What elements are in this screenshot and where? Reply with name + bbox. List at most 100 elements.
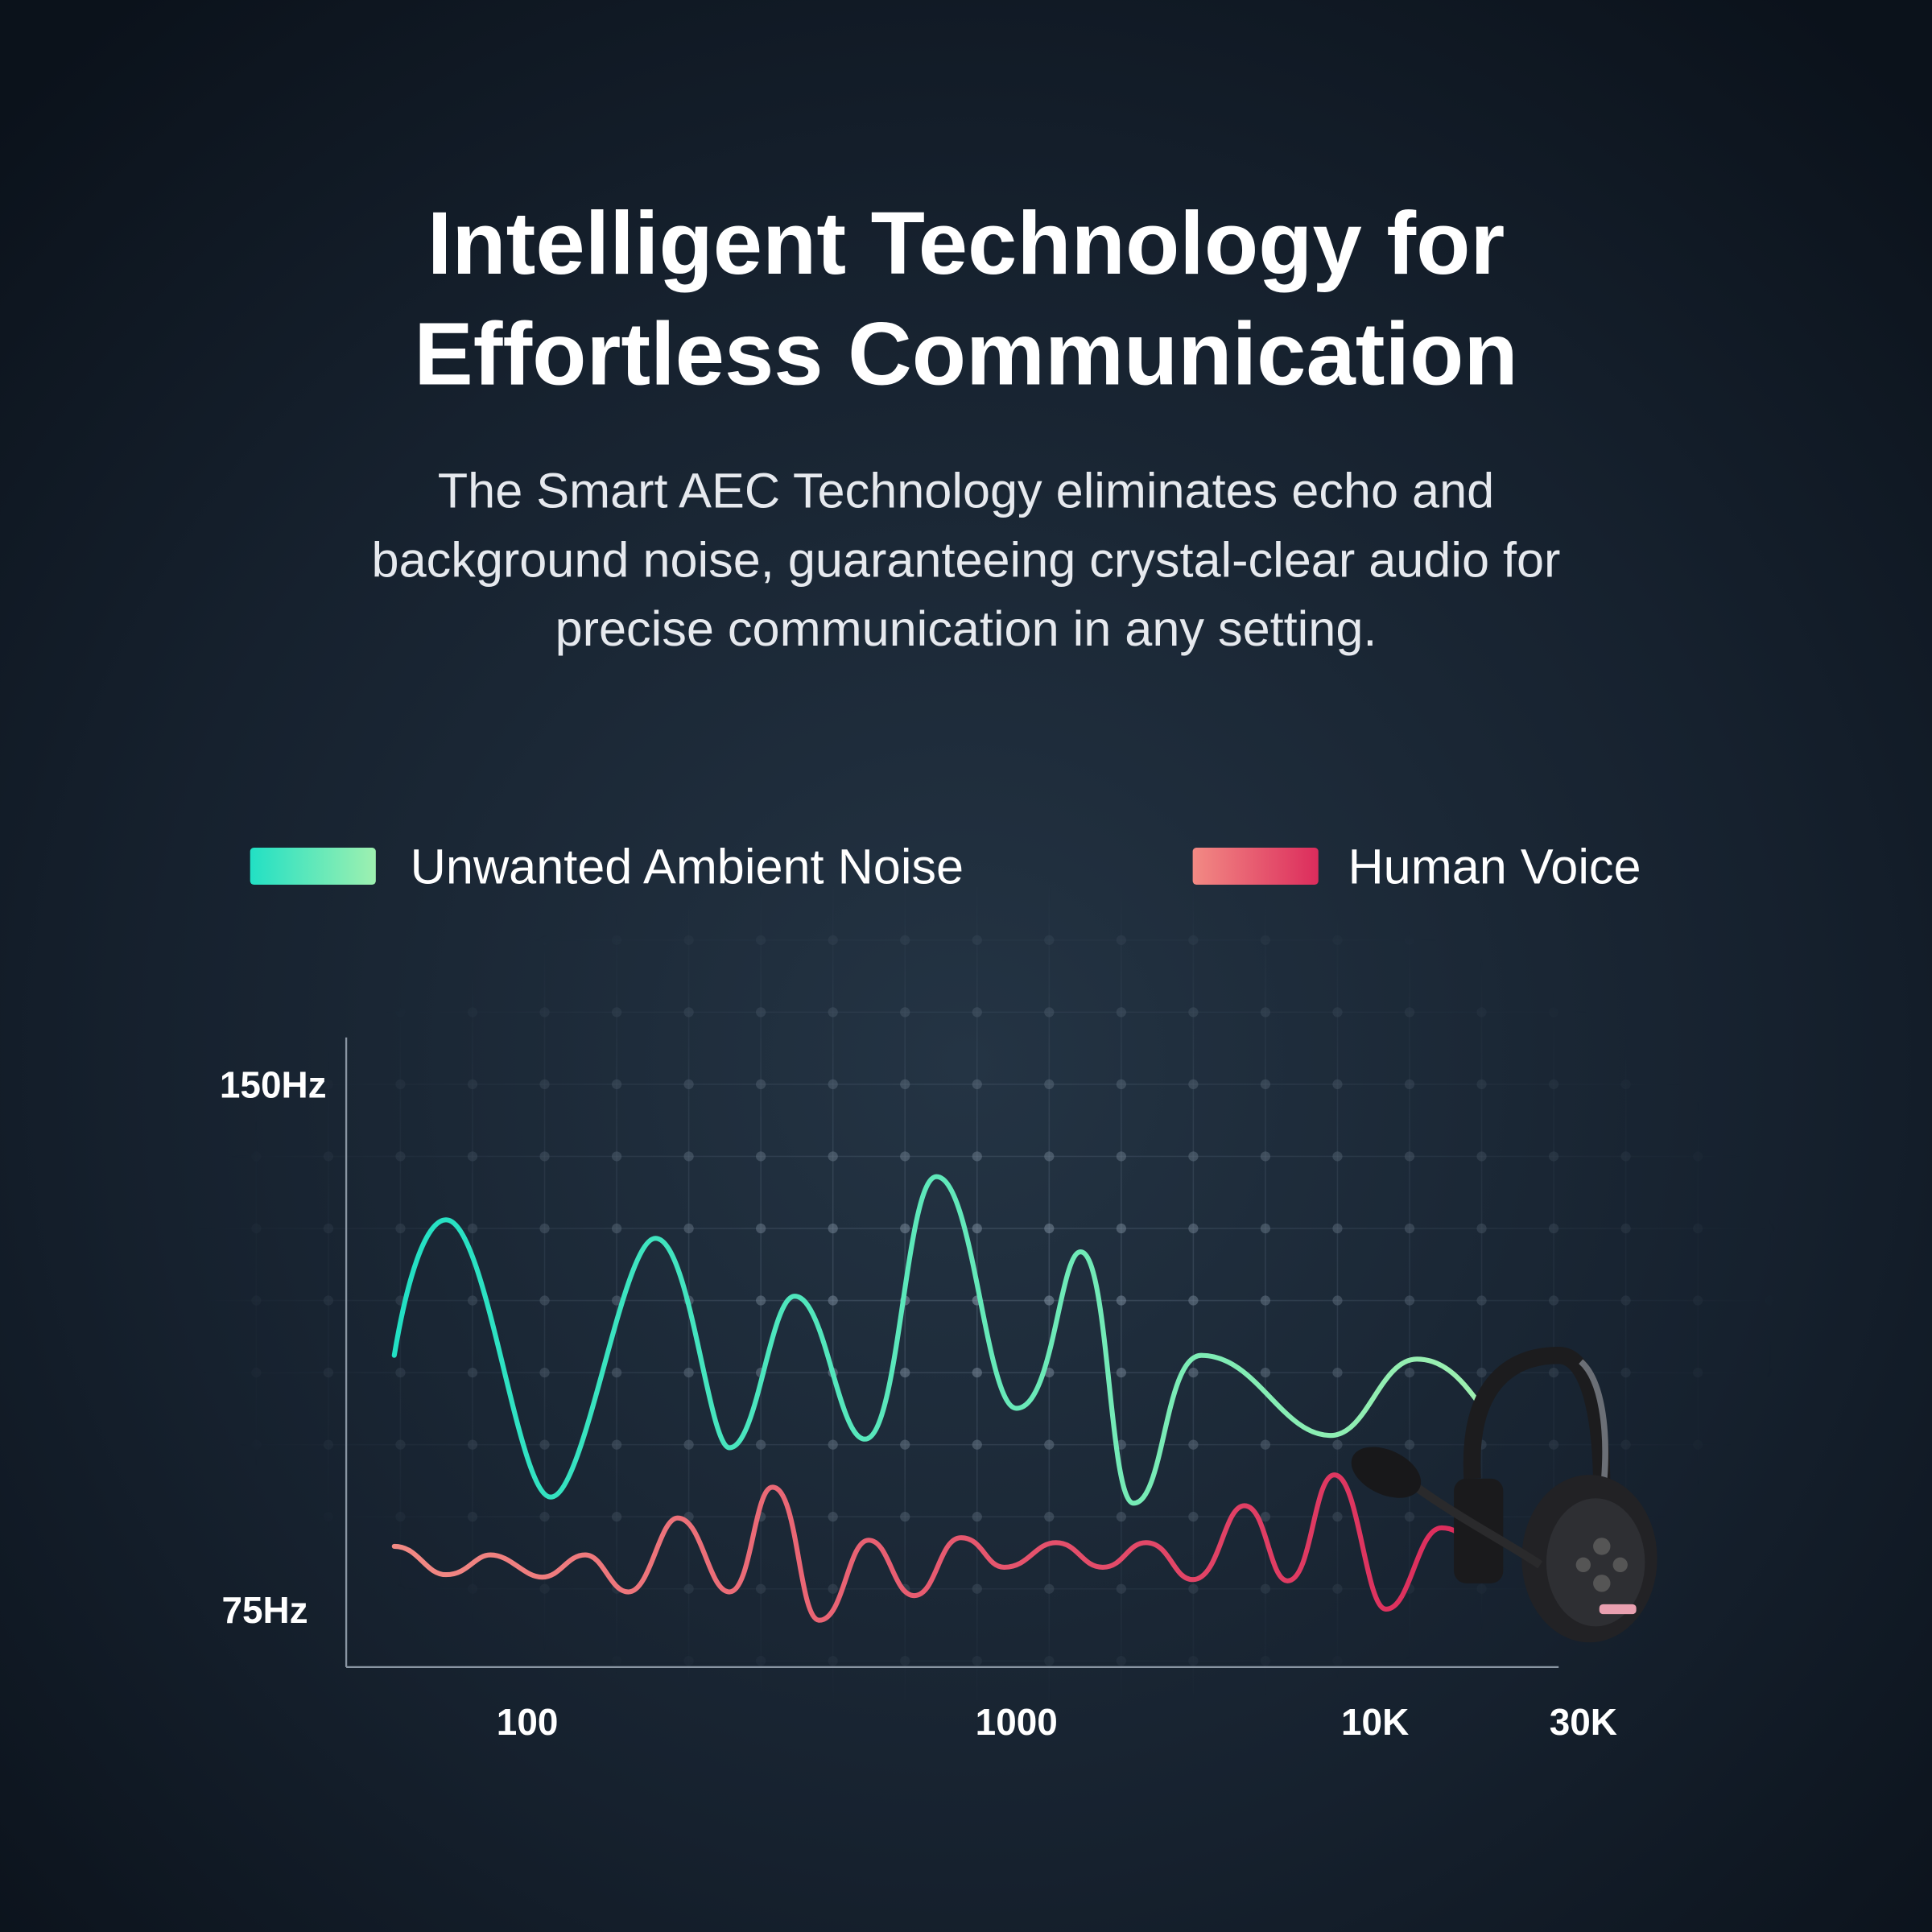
grid-dot <box>900 1439 910 1450</box>
grid-dot <box>395 1656 406 1666</box>
grid-dot <box>1116 935 1126 945</box>
grid-dot <box>1765 1079 1775 1090</box>
grid-dot <box>1476 1223 1487 1234</box>
grid-dot <box>756 935 766 945</box>
grid-dot <box>1476 1367 1487 1378</box>
grid-dot <box>1044 1367 1055 1378</box>
grid-dot <box>683 1079 694 1090</box>
grid-dot <box>1693 1439 1703 1450</box>
x-axis-label: 10K <box>1341 1701 1409 1743</box>
grid-dot <box>683 1439 694 1450</box>
grid-dot <box>1765 1223 1775 1234</box>
grid-dot <box>972 1367 982 1378</box>
grid-dot <box>828 1223 838 1234</box>
grid-dot <box>395 1583 406 1594</box>
grid-dot <box>1548 1367 1559 1378</box>
grid-dot <box>1116 1223 1126 1234</box>
grid-dot <box>1548 1656 1559 1666</box>
legend-swatch <box>1192 848 1319 885</box>
grid-dot <box>972 1512 982 1522</box>
grid-dot <box>828 1151 838 1162</box>
grid-dot <box>1404 1151 1415 1162</box>
grid-dot <box>756 1007 766 1018</box>
grid-dot <box>972 1656 982 1666</box>
grid-dot <box>251 1295 262 1306</box>
grid-dot <box>683 1007 694 1018</box>
grid-dot <box>539 1439 550 1450</box>
grid-dot <box>1188 1295 1199 1306</box>
grid-dot <box>1476 1079 1487 1090</box>
grid-dot <box>900 935 910 945</box>
noise-wave <box>391 1174 1488 1506</box>
grid-dot <box>1693 1007 1703 1018</box>
grid-dot <box>1404 1512 1415 1522</box>
grid-dot <box>467 1512 478 1522</box>
grid-dot <box>395 1223 406 1234</box>
grid-dot <box>1188 1367 1199 1378</box>
x-axis-label: 100 <box>497 1701 559 1743</box>
grid-dot <box>1765 1439 1775 1450</box>
grid-dot <box>611 1512 622 1522</box>
grid-dot <box>539 1223 550 1234</box>
grid-dot <box>1548 1151 1559 1162</box>
grid-dot <box>1116 1007 1126 1018</box>
grid-dot <box>611 1079 622 1090</box>
grid-dot <box>1260 935 1271 945</box>
grid-dot <box>1476 1295 1487 1306</box>
grid-dot <box>1332 1151 1343 1162</box>
grid-dot <box>611 935 622 945</box>
grid-dot <box>539 1295 550 1306</box>
grid-dot <box>683 1223 694 1234</box>
grid-dot <box>1044 1583 1055 1594</box>
grid-dot <box>251 1439 262 1450</box>
grid-dot <box>1476 1151 1487 1162</box>
grid-dot <box>323 1439 334 1450</box>
grid-dot <box>539 1656 550 1666</box>
grid-dot <box>1620 935 1631 945</box>
grid-dot <box>1332 1223 1343 1234</box>
grid-dot <box>467 1007 478 1018</box>
grid-dot <box>972 1007 982 1018</box>
grid-dot <box>1693 935 1703 945</box>
grid-dot <box>900 1367 910 1378</box>
grid-dot <box>1693 1583 1703 1594</box>
grid-dot <box>1260 1367 1271 1378</box>
grid-dot <box>1188 1079 1199 1090</box>
grid-dot <box>1188 1583 1199 1594</box>
grid-dot <box>1332 1007 1343 1018</box>
grid-dot <box>1476 1656 1487 1666</box>
grid-dot <box>1188 1439 1199 1450</box>
grid-dot <box>972 1079 982 1090</box>
grid-dot <box>1693 1512 1703 1522</box>
grid-dot <box>828 1079 838 1090</box>
grid-dot <box>323 1151 334 1162</box>
grid-dot <box>1116 1367 1126 1378</box>
grid-dot <box>1765 1512 1775 1522</box>
grid-dot <box>323 1367 334 1378</box>
grid-dot <box>1044 1656 1055 1666</box>
grid-dot <box>1476 1007 1487 1018</box>
grid-dot <box>323 1007 334 1018</box>
grid-dot <box>1404 1007 1415 1018</box>
grid-dot <box>611 1007 622 1018</box>
grid-dot <box>1404 1223 1415 1234</box>
grid-dot <box>395 1007 406 1018</box>
grid-dot <box>756 1295 766 1306</box>
grid-dot <box>467 935 478 945</box>
grid-dot <box>1188 935 1199 945</box>
grid-dot <box>1404 1439 1415 1450</box>
grid-dot <box>756 1656 766 1666</box>
grid-dot <box>1044 1151 1055 1162</box>
grid-dot <box>1404 1367 1415 1378</box>
grid-dot <box>323 935 334 945</box>
grid-dot <box>1116 1512 1126 1522</box>
grid-dot <box>1260 1512 1271 1522</box>
grid-dot <box>1116 1583 1126 1594</box>
grid-dot <box>1332 1367 1343 1378</box>
grid-dot <box>323 1295 334 1306</box>
grid-dot <box>1116 1151 1126 1162</box>
grid-dot <box>683 1656 694 1666</box>
grid-dot <box>467 1439 478 1450</box>
grid-dot <box>1332 1583 1343 1594</box>
grid-dot <box>1332 1079 1343 1090</box>
